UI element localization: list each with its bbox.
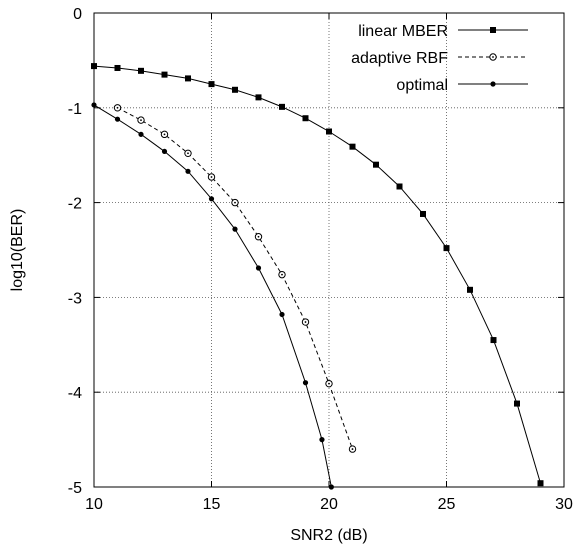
- y-tick-label: -5: [68, 480, 82, 497]
- data-point: [254, 233, 263, 241]
- data-point: [255, 94, 262, 101]
- x-tick-label: 15: [203, 496, 221, 513]
- data-point: [319, 437, 325, 443]
- data-point: [301, 318, 310, 326]
- data-point: [114, 116, 121, 122]
- data-point: [160, 130, 169, 139]
- data-point: [420, 210, 426, 217]
- data-point: [373, 161, 379, 168]
- data-point: [278, 270, 286, 279]
- data-point: [138, 67, 144, 74]
- data-point-center: [257, 235, 260, 238]
- data-point: [467, 286, 473, 293]
- series-optimal: [91, 102, 334, 490]
- data-point: [138, 131, 144, 137]
- data-point-center: [163, 133, 166, 136]
- x-tick-label: 25: [438, 496, 456, 513]
- data-point: [231, 198, 239, 207]
- data-point: [396, 183, 403, 190]
- y-tick-label: 0: [73, 6, 82, 23]
- legend: linear MBER adaptive RBF optimal: [351, 23, 528, 94]
- data-point-center: [116, 106, 119, 109]
- data-point: [279, 103, 285, 110]
- data-point-center: [281, 273, 283, 276]
- data-point: [161, 148, 168, 155]
- data-point-center: [187, 152, 189, 155]
- data-point: [114, 64, 121, 71]
- x-tick-label: 20: [320, 496, 338, 513]
- series-line: [93, 65, 541, 484]
- x-tick-label: 30: [555, 496, 573, 513]
- data-point-center: [234, 201, 236, 204]
- legend-label: linear MBER: [358, 23, 448, 40]
- data-point: [302, 115, 309, 122]
- data-point: [490, 337, 497, 344]
- data-point: [184, 149, 192, 158]
- legend-marker: [490, 81, 496, 87]
- data-point: [348, 445, 357, 453]
- data-point: [302, 380, 309, 386]
- legend-marker: [490, 27, 496, 33]
- legend-marker: [489, 53, 497, 61]
- data-point: [349, 143, 356, 150]
- data-point: [279, 311, 285, 318]
- data-point: [113, 104, 122, 112]
- y-tick-label: -2: [68, 196, 82, 213]
- x-tick-label: 10: [85, 496, 103, 513]
- series-adaptive-rbf: [113, 104, 357, 453]
- x-axis-label: SNR2 (dB): [290, 527, 367, 544]
- data-point-center: [140, 119, 142, 122]
- data-point-center: [351, 448, 354, 450]
- data-point: [208, 81, 215, 88]
- data-point: [326, 128, 332, 135]
- series-line: [93, 104, 332, 488]
- y-axis-label: log10(BER): [9, 209, 26, 292]
- data-point: [137, 116, 145, 124]
- plot-frame: [93, 12, 565, 488]
- data-point: [185, 168, 191, 174]
- data-point: [208, 196, 215, 202]
- data-point-center: [328, 382, 330, 385]
- legend-label: optimal: [396, 77, 448, 94]
- data-point-center: [304, 321, 307, 323]
- data-point: [514, 400, 520, 407]
- y-tick-label: -3: [68, 290, 82, 307]
- y-tick-label: -4: [68, 385, 82, 402]
- data-point: [255, 265, 262, 271]
- legend-marker-center: [492, 56, 494, 58]
- data-point: [207, 173, 216, 181]
- data-point: [232, 226, 238, 232]
- data-point: [537, 480, 544, 487]
- legend-label: adaptive RBF: [351, 50, 448, 67]
- data-point: [185, 75, 191, 82]
- legend-item-linear-mber: linear MBER: [358, 23, 528, 40]
- y-tick-label: -1: [68, 101, 82, 118]
- data-point: [443, 245, 450, 252]
- data-point: [232, 86, 238, 93]
- series-line: [117, 107, 353, 450]
- data-point-center: [210, 176, 213, 178]
- data-point: [161, 71, 168, 78]
- legend-item-optimal: optimal: [396, 77, 528, 94]
- legend-item-adaptive-rbf: adaptive RBF: [351, 50, 528, 67]
- data-point: [325, 379, 333, 388]
